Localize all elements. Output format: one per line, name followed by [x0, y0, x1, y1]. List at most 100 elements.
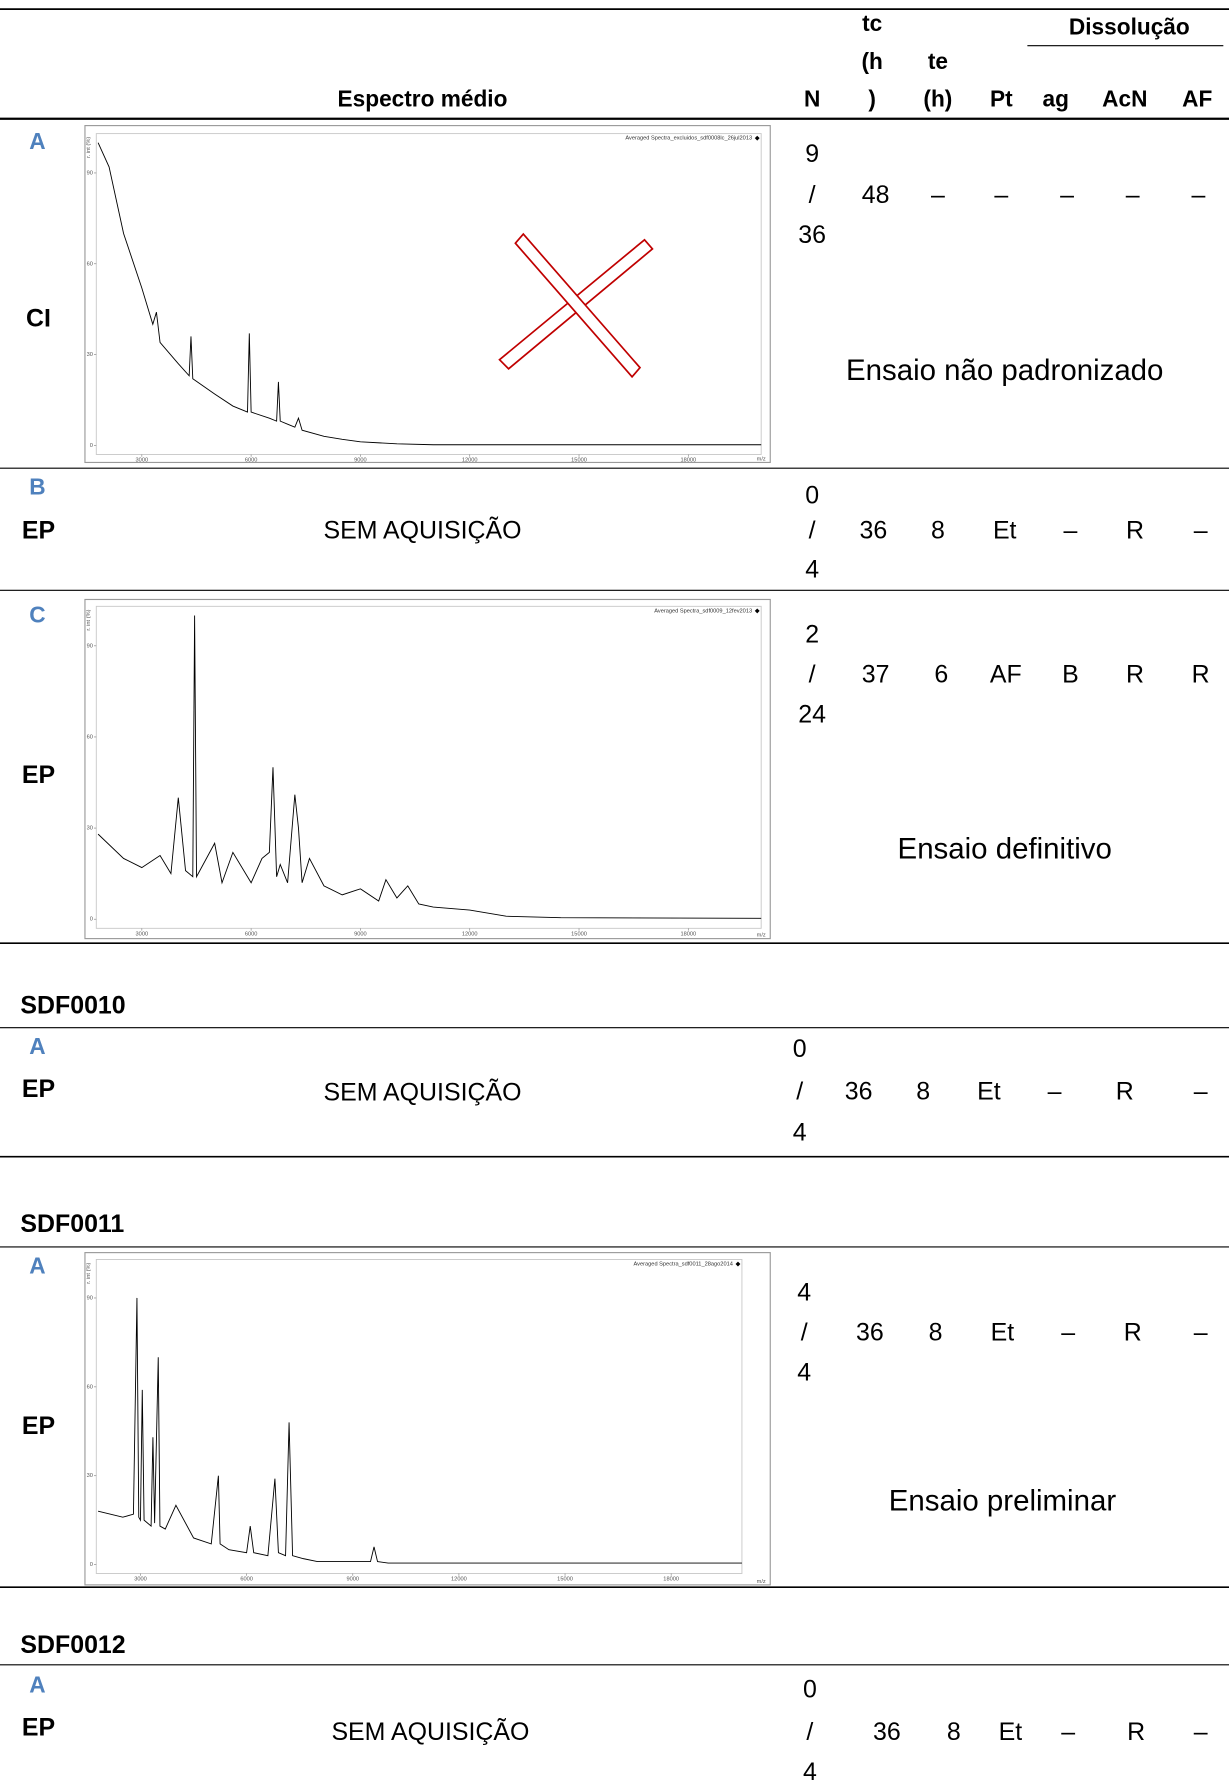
cell-tc: 36 [856, 1318, 884, 1346]
cell-n: 0 [805, 481, 819, 509]
cell-tc: 48 [862, 181, 890, 209]
section-title: SDF0011 [20, 1210, 124, 1238]
spectrum-trace [97, 1297, 742, 1564]
header-cell: (h [862, 48, 883, 74]
row-kind: EP [22, 761, 55, 789]
y-tick-label: 0 [90, 1562, 93, 1568]
x-tick-label: 12000 [462, 458, 478, 464]
header-cell: te [928, 48, 948, 74]
plot-area [95, 605, 762, 929]
cell-te: – [931, 181, 945, 209]
row-id: B [29, 474, 45, 500]
note: Ensaio definitivo [898, 832, 1112, 865]
spectrum: 0 30 60 90 3000 6000 9000 12000 15000 18000 r. int… [84, 1252, 771, 1586]
cell-n: 4 [805, 555, 819, 583]
header-cell: AF [1182, 85, 1212, 111]
cell-ag: – [1061, 1318, 1075, 1346]
cell-n: / [809, 181, 816, 209]
x-tick-label: 12000 [462, 932, 478, 938]
spectrum-frame [84, 1252, 771, 1586]
cell-te: 8 [916, 1077, 930, 1105]
x-tick-label: 6000 [245, 932, 258, 938]
cell-af: – [1194, 1718, 1208, 1746]
cell-ag: – [1048, 1077, 1062, 1105]
row-kind: EP [22, 1075, 55, 1103]
note: Ensaio não padronizado [846, 354, 1163, 387]
spectrum-legend: Averaged Spectra_sdf0009_12fev2013 [654, 608, 752, 614]
plot-area [95, 133, 762, 455]
x-tick-label: 3000 [136, 932, 149, 938]
y-tick-label: 0 [90, 443, 93, 449]
y-tick-label: 60 [87, 734, 93, 740]
cell-n: 4 [793, 1118, 807, 1146]
cell-pt: Et [999, 1718, 1023, 1746]
row-id: C [29, 602, 45, 628]
cell-te: 8 [929, 1318, 943, 1346]
cell-acn: R [1126, 517, 1144, 545]
spectrum-frame [84, 125, 771, 464]
cell-n: / [809, 661, 816, 689]
x-tick-label: 3000 [136, 458, 149, 464]
x-axis-label: m/z [757, 457, 766, 463]
cell-n: / [801, 1318, 808, 1346]
y-axis-label: r. int (%) [86, 137, 92, 158]
x-tick-label: 9000 [354, 932, 367, 938]
cell-acn: – [1126, 181, 1140, 209]
cell-n: / [796, 1077, 803, 1105]
no-acquisition: SEM AQUISIÇÃO [324, 1077, 522, 1106]
cell-tc: 36 [873, 1718, 901, 1746]
cell-te: 8 [931, 517, 945, 545]
x-tick-label: 18000 [663, 1577, 679, 1583]
spectrum-trace [97, 615, 762, 919]
cell-acn: R [1116, 1077, 1134, 1105]
x-tick-label: 6000 [240, 1577, 253, 1583]
row-id: A [29, 1671, 45, 1697]
cell-acn: R [1124, 1318, 1142, 1346]
cell-n: 2 [805, 621, 819, 649]
cell-n: 4 [803, 1758, 817, 1786]
x-tick-label: 15000 [571, 458, 587, 464]
cell-af: – [1191, 181, 1205, 209]
cell-tc: 36 [859, 517, 887, 545]
header-cell: ag [1042, 85, 1068, 111]
cell-n: 0 [793, 1035, 807, 1063]
spectrum-frame [84, 598, 771, 940]
legend-swatch [754, 608, 760, 614]
row-id: A [29, 1252, 45, 1278]
y-tick-label: 90 [87, 643, 93, 649]
cell-tc: 37 [862, 661, 890, 689]
cell-tc: 36 [845, 1077, 873, 1105]
note: Ensaio preliminar [889, 1484, 1117, 1517]
spectrum-trace [97, 142, 762, 446]
header-cell: ) [868, 85, 876, 111]
cell-pt: Et [977, 1077, 1001, 1105]
row-kind: EP [22, 1713, 55, 1741]
spectrum-legend: Averaged Spectra_sdf0011_28ago2014 [634, 1262, 733, 1268]
x-tick-label: 3000 [134, 1577, 147, 1583]
row-id: A [29, 1033, 45, 1059]
y-tick-label: 60 [87, 261, 93, 267]
cell-ag: – [1060, 181, 1074, 209]
x-tick-label: 18000 [680, 458, 696, 464]
cross-mark [498, 232, 654, 379]
cell-n: 0 [803, 1676, 817, 1704]
cell-pt: – [994, 181, 1008, 209]
cell-af: R [1192, 661, 1210, 689]
x-axis-label: m/z [757, 933, 766, 939]
row-kind: EP [22, 1412, 55, 1440]
y-axis-label: r. int (%) [86, 1262, 92, 1283]
x-tick-label: 15000 [571, 932, 587, 938]
cell-n: 4 [797, 1358, 811, 1386]
cell-pt: Et [993, 517, 1017, 545]
y-tick-label: 90 [87, 1295, 93, 1301]
header-cell: AcN [1102, 85, 1147, 111]
x-tick-label: 9000 [346, 1577, 359, 1583]
x-axis-label: m/z [757, 1579, 766, 1585]
header-cell: Espectro médio [338, 85, 508, 111]
row-id: A [29, 128, 45, 154]
section-title: SDF0010 [20, 992, 125, 1020]
header: Espectro médio N tc (h ) te (h) Pt Disso… [338, 10, 1213, 111]
cell-acn: R [1127, 1718, 1145, 1746]
